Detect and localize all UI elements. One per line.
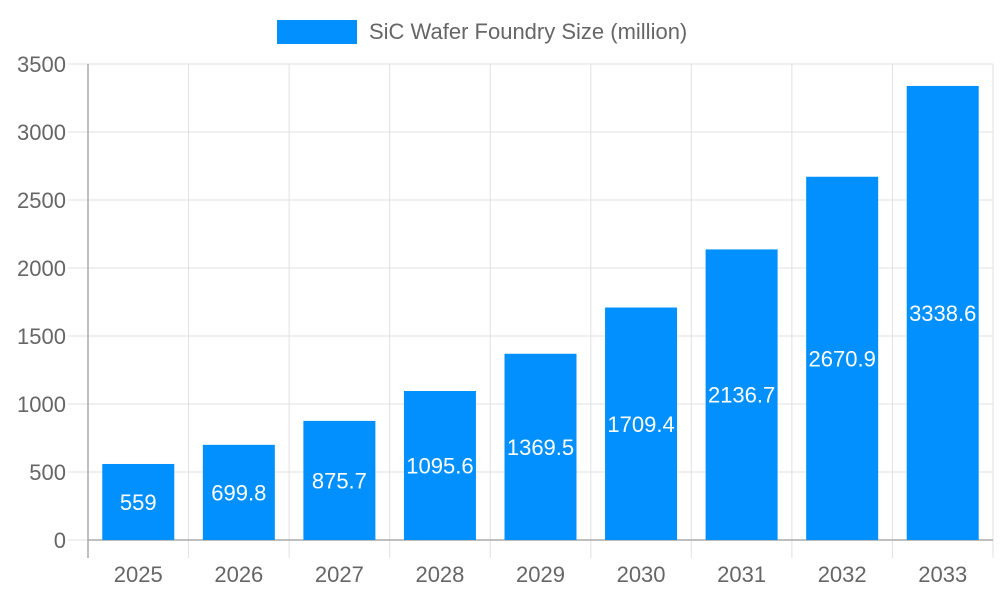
x-tick-label: 2031 (717, 562, 766, 587)
y-tick-label: 500 (29, 460, 66, 485)
y-tick-label: 2500 (17, 188, 66, 213)
data-label: 559 (120, 490, 157, 515)
y-tick-label: 0 (54, 528, 66, 553)
data-label: 699.8 (211, 480, 266, 505)
bar (705, 249, 778, 540)
bar (202, 444, 275, 540)
bar (605, 307, 678, 540)
data-label: 1709.4 (607, 412, 674, 437)
x-tick-label: 2032 (818, 562, 867, 587)
x-tick-label: 2026 (214, 562, 263, 587)
bars (102, 85, 979, 540)
y-tick-label: 2000 (17, 256, 66, 281)
y-axis: 0 500 1000 1500 2000 2500 3000 3500 (17, 52, 66, 553)
bar (806, 176, 879, 540)
bar (303, 420, 376, 540)
x-tick-label: 2028 (415, 562, 464, 587)
y-tick-label: 3000 (17, 120, 66, 145)
data-label: 875.7 (312, 468, 367, 493)
data-label: 1369.5 (507, 435, 574, 460)
bar (906, 85, 979, 540)
y-tick-label: 1500 (17, 324, 66, 349)
y-tick-label: 1000 (17, 392, 66, 417)
x-tick-label: 2029 (516, 562, 565, 587)
legend[interactable]: SiC Wafer Foundry Size (million) (277, 19, 687, 44)
bar (504, 353, 577, 540)
data-label: 1095.6 (406, 453, 473, 478)
legend-label: SiC Wafer Foundry Size (million) (369, 19, 687, 44)
data-label: 3338.6 (909, 301, 976, 326)
bar (403, 390, 476, 540)
bar (102, 463, 175, 540)
data-label: 2670.9 (809, 346, 876, 371)
data-labels: 559 699.8 875.7 1095.6 1369.5 1709.4 2136.7 267… (120, 301, 976, 515)
x-tick-label: 2030 (617, 562, 666, 587)
legend-swatch (277, 20, 357, 44)
data-label: 2136.7 (708, 383, 775, 408)
y-tick-label: 3500 (17, 52, 66, 77)
x-tick-label: 2033 (918, 562, 967, 587)
x-tick-label: 2027 (315, 562, 364, 587)
x-tick-label: 2025 (114, 562, 163, 587)
x-axis: 2025 2026 2027 2028 2029 2030 2031 2032 2033 (114, 562, 967, 587)
